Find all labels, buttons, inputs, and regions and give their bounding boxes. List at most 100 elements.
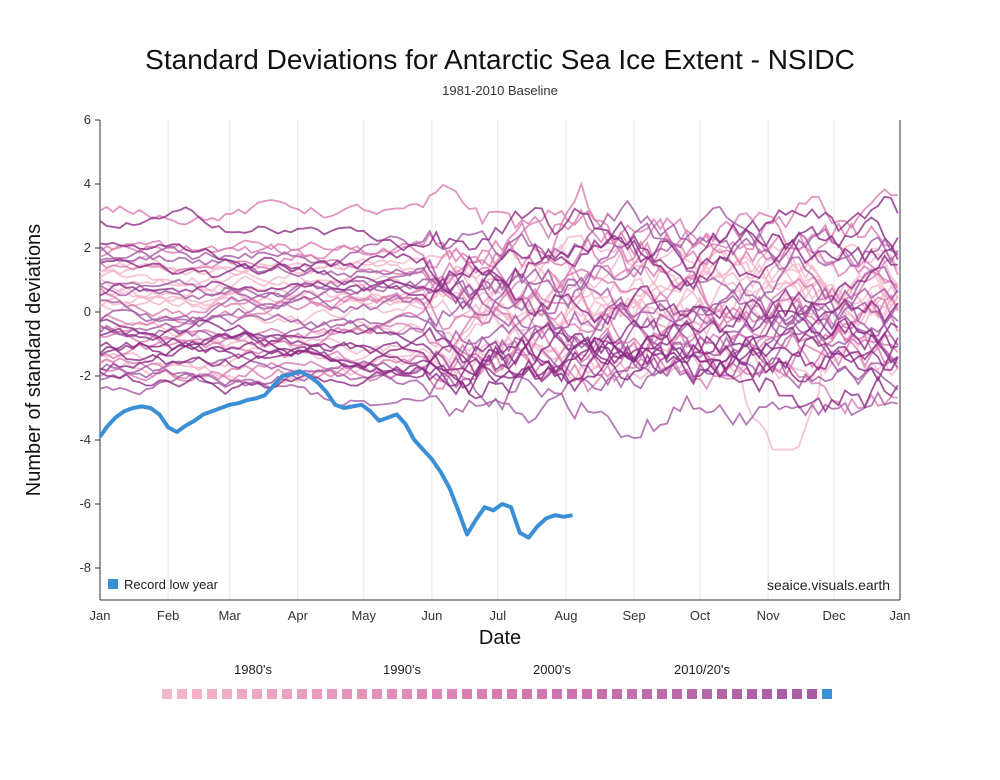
history-line — [99, 368, 898, 440]
y-tick-label: 0 — [84, 304, 91, 319]
x-tick-label: Jan — [90, 608, 111, 623]
year-swatch[interactable] — [477, 689, 487, 699]
year-swatch[interactable] — [567, 689, 577, 699]
x-tick-label: Aug — [554, 608, 577, 623]
legend-swatch — [108, 579, 118, 589]
decade-label-2000s: 2000's — [533, 662, 571, 677]
history-line — [99, 298, 899, 400]
year-swatch[interactable] — [372, 689, 382, 699]
y-tick-label: 6 — [84, 112, 91, 127]
year-swatch[interactable] — [537, 689, 547, 699]
x-tick-label: Jul — [489, 608, 506, 623]
history-line — [99, 216, 899, 295]
year-swatch[interactable] — [402, 689, 412, 699]
y-tick-label: -6 — [79, 496, 91, 511]
y-tick-label: 2 — [84, 240, 91, 255]
history-line — [99, 298, 899, 412]
year-swatch[interactable] — [447, 689, 457, 699]
chart-title: Standard Deviations for Antarctic Sea Ic… — [145, 44, 855, 75]
year-swatch[interactable] — [207, 689, 217, 699]
year-swatch-record[interactable] — [822, 689, 832, 699]
year-swatch[interactable] — [492, 689, 502, 699]
year-swatch[interactable] — [732, 689, 742, 699]
year-swatch[interactable] — [672, 689, 682, 699]
year-swatch[interactable] — [222, 689, 232, 699]
x-tick-label: Jun — [421, 608, 442, 623]
year-swatch[interactable] — [237, 689, 247, 699]
history-line — [99, 327, 898, 381]
year-swatch[interactable] — [282, 689, 292, 699]
year-swatch[interactable] — [432, 689, 442, 699]
y-tick-label: 4 — [84, 176, 91, 191]
axes — [95, 119, 901, 601]
year-swatch[interactable] — [387, 689, 397, 699]
year-swatch[interactable] — [417, 689, 427, 699]
year-swatch[interactable] — [747, 689, 757, 699]
historical-series — [99, 180, 899, 451]
y-tick-label: -4 — [79, 432, 91, 447]
year-selector[interactable] — [162, 689, 832, 699]
x-tick-label: Jan — [890, 608, 911, 623]
year-swatch[interactable] — [267, 689, 277, 699]
history-line — [99, 321, 899, 383]
record-series — [98, 369, 573, 540]
x-tick-label: Sep — [622, 608, 645, 623]
year-swatch[interactable] — [642, 689, 652, 699]
tick-labels: Jan Feb Mar Apr May Jun Jul Aug Sep Oct Nov Dec Jan 6… — [79, 112, 910, 623]
x-tick-label: Dec — [823, 608, 847, 623]
year-swatch[interactable] — [597, 689, 607, 699]
history-line — [99, 243, 899, 331]
year-swatch[interactable] — [777, 689, 787, 699]
history-line — [99, 195, 899, 270]
source-credit: seaice.visuals.earth — [767, 577, 890, 593]
year-swatch[interactable] — [807, 689, 817, 699]
year-swatch[interactable] — [717, 689, 727, 699]
year-swatch[interactable] — [327, 689, 337, 699]
year-swatch[interactable] — [762, 689, 772, 699]
year-swatch[interactable] — [357, 689, 367, 699]
year-swatch[interactable] — [627, 689, 637, 699]
year-swatch[interactable] — [522, 689, 532, 699]
year-swatch[interactable] — [702, 689, 712, 699]
year-swatch[interactable] — [462, 689, 472, 699]
x-axis-label: Date — [479, 627, 521, 649]
year-swatch[interactable] — [792, 689, 802, 699]
history-line — [99, 254, 898, 326]
x-tick-label: Apr — [288, 608, 309, 623]
year-swatch[interactable] — [612, 689, 622, 699]
year-swatch[interactable] — [177, 689, 187, 699]
year-swatch[interactable] — [507, 689, 517, 699]
history-line — [99, 336, 899, 414]
x-tick-label: Nov — [757, 608, 781, 623]
year-swatch[interactable] — [657, 689, 667, 699]
history-line — [99, 334, 899, 387]
decade-label-1980s: 1980's — [234, 662, 272, 677]
year-swatch[interactable] — [297, 689, 307, 699]
decade-label-1990s: 1990's — [383, 662, 421, 677]
y-tick-label: -2 — [79, 368, 91, 383]
chart-subtitle: 1981-2010 Baseline — [442, 83, 558, 98]
year-swatch[interactable] — [192, 689, 202, 699]
history-line — [99, 211, 899, 304]
x-tick-label: Feb — [157, 608, 179, 623]
legend-label: Record low year — [124, 577, 219, 592]
decade-label-2010s: 2010/20's — [674, 662, 730, 677]
history-line — [100, 278, 899, 346]
history-line — [99, 199, 899, 270]
y-tick-label: -8 — [79, 560, 91, 575]
year-swatch[interactable] — [552, 689, 562, 699]
year-swatch[interactable] — [252, 689, 262, 699]
y-axis-label: Number of standard deviations — [23, 224, 45, 496]
record-low-line — [98, 369, 573, 540]
x-tick-label: Mar — [218, 608, 241, 623]
x-tick-label: Oct — [690, 608, 711, 623]
x-tick-label: May — [351, 608, 376, 623]
year-swatch[interactable] — [687, 689, 697, 699]
year-swatch[interactable] — [582, 689, 592, 699]
year-swatch[interactable] — [162, 689, 172, 699]
history-line — [99, 309, 899, 385]
year-swatch[interactable] — [312, 689, 322, 699]
year-swatch[interactable] — [342, 689, 352, 699]
history-line — [99, 209, 899, 287]
